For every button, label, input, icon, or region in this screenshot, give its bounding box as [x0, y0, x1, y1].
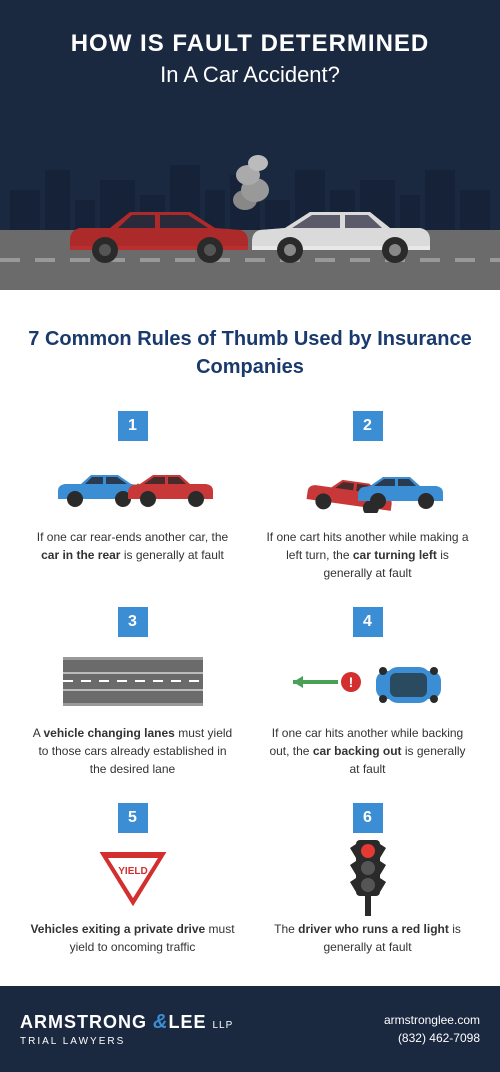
footer-section: ARMSTRONG &LEE LLP TRIAL LAWYERS armstro… [0, 986, 500, 1072]
rule-text: If one car rear-ends another car, the ca… [25, 528, 240, 564]
rules-grid: 1 If one car rear-ends another car, the … [25, 411, 475, 956]
smoke-icon [220, 145, 280, 215]
rule-2-graphic [260, 453, 475, 518]
svg-text:!: ! [348, 674, 353, 690]
footer-url: armstronglee.com [384, 1011, 480, 1029]
rule-number: 3 [118, 607, 148, 637]
rule-number: 6 [353, 803, 383, 833]
rule-text: A vehicle changing lanes must yield to t… [25, 724, 240, 778]
rule-text: If one cart hits another while making a … [260, 528, 475, 582]
content-section: 7 Common Rules of Thumb Used by Insuranc… [0, 290, 500, 986]
footer-brand: ARMSTRONG &LEE LLP TRIAL LAWYERS [20, 1011, 233, 1047]
firm-name-a: ARMSTRONG [20, 1012, 147, 1032]
rule-6-graphic [260, 845, 475, 910]
rule-text: If one car hits another while backing ou… [260, 724, 475, 778]
header-section: HOW IS FAULT DETERMINED In A Car Acciden… [0, 0, 500, 290]
rule-item: 1 If one car rear-ends another car, the … [25, 411, 240, 582]
rule-5-graphic: YIELD [25, 845, 240, 910]
firm-subtitle: TRIAL LAWYERS [20, 1036, 233, 1047]
rule-item: 2 If one cart hits another while making … [260, 411, 475, 582]
rule-text: Vehicles exiting a private drive must yi… [25, 920, 240, 956]
rule-1-graphic [25, 453, 240, 518]
crash-scene [0, 175, 500, 265]
firm-name-b: LEE [168, 1012, 206, 1032]
footer-contact: armstronglee.com (832) 462-7098 [384, 1011, 480, 1047]
rule-number: 2 [353, 411, 383, 441]
rule-item: 5 YIELD Vehicles exiting a private drive… [25, 803, 240, 956]
rule-number: 5 [118, 803, 148, 833]
rule-number: 1 [118, 411, 148, 441]
rule-4-graphic: ! [260, 649, 475, 714]
rule-text: The driver who runs a red light is gener… [260, 920, 475, 956]
firm-amp: & [153, 1011, 168, 1033]
rule-item: 4 ! If one car hits another while backin… [260, 607, 475, 778]
rule-item: 6 The driver who runs a red light is gen… [260, 803, 475, 956]
header-subtitle: In A Car Accident? [20, 62, 480, 88]
rule-3-graphic [25, 649, 240, 714]
footer-phone: (832) 462-7098 [384, 1029, 480, 1047]
svg-text:YIELD: YIELD [118, 866, 147, 877]
content-title: 7 Common Rules of Thumb Used by Insuranc… [25, 325, 475, 381]
rule-number: 4 [353, 607, 383, 637]
firm-llp: LLP [213, 1020, 234, 1031]
header-title: HOW IS FAULT DETERMINED [20, 30, 480, 58]
rule-item: 3 A vehicle changing lanes must yield to… [25, 607, 240, 778]
